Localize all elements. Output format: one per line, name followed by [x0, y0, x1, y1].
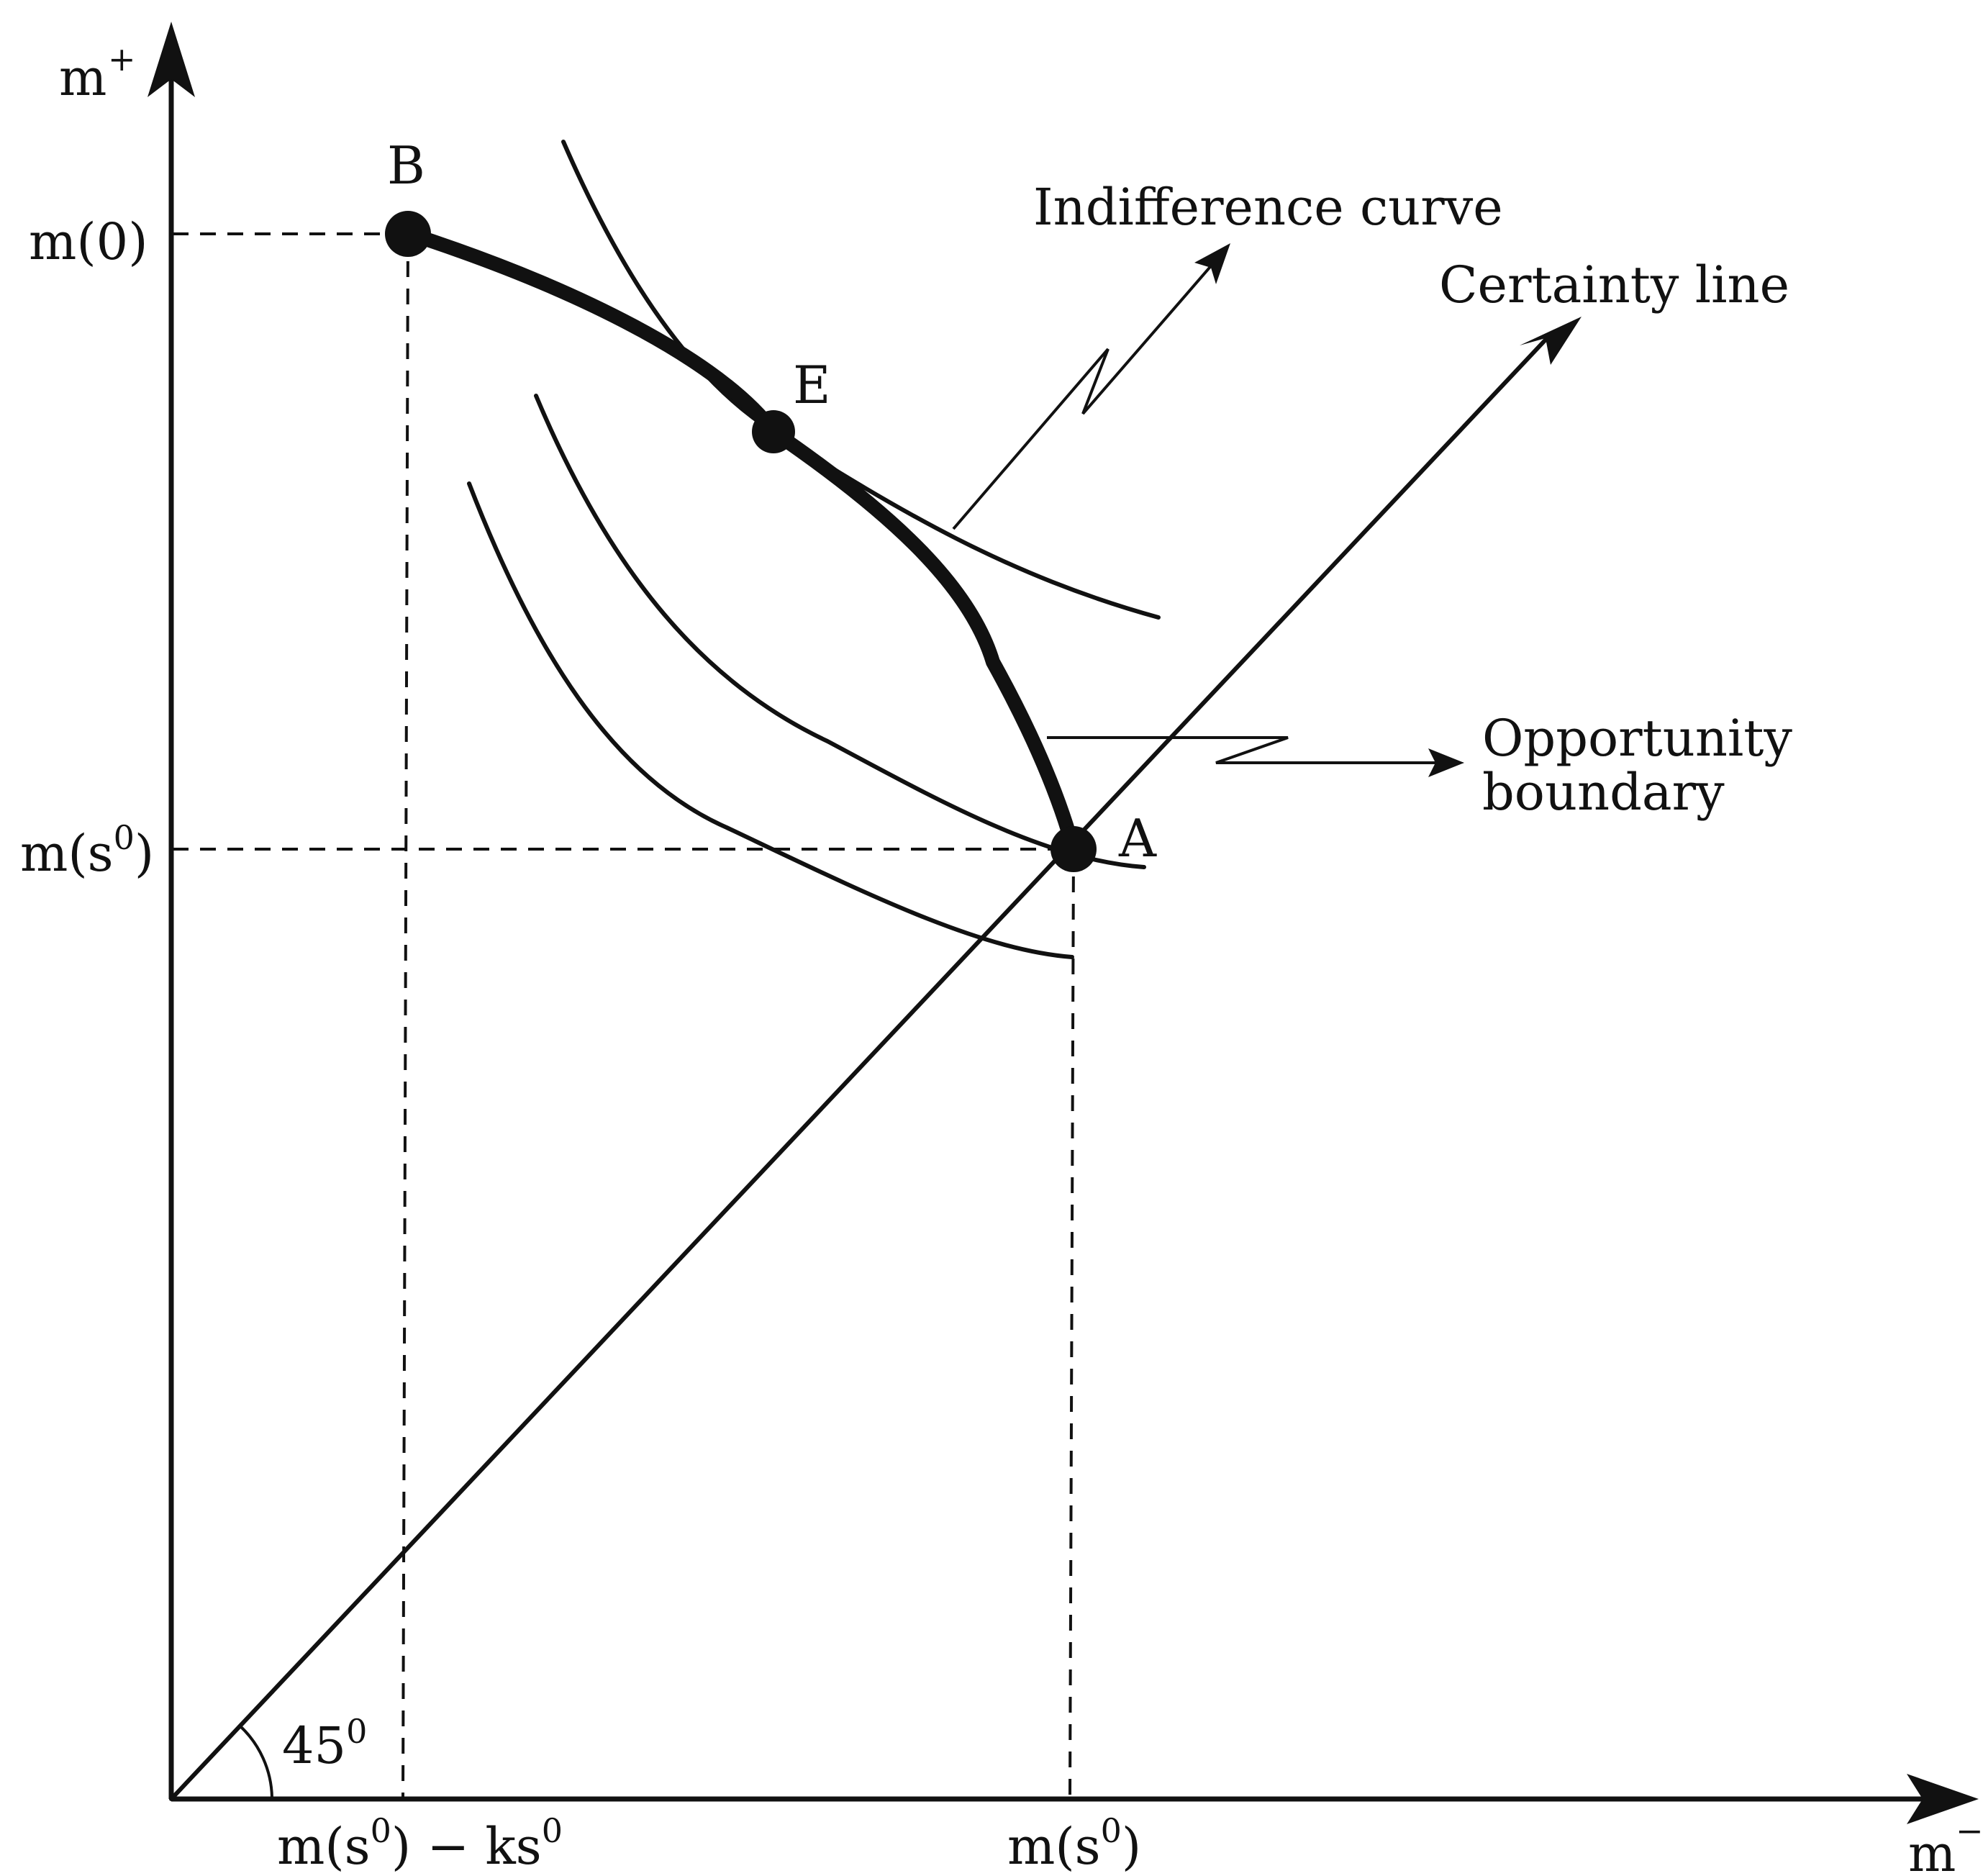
guide-b-vertical	[401, 233, 409, 1798]
point-e-marker	[752, 410, 795, 453]
x-tick-ms0: m(s0)	[1007, 1811, 1141, 1876]
y-tick-ms0-base: m(s	[20, 824, 114, 883]
y-tick-ms0-end: )	[135, 824, 154, 883]
indifference-curve-middle	[534, 394, 1146, 869]
x-tick-left-sup: 0	[371, 1811, 391, 1850]
y-axis-arrowhead	[148, 22, 195, 97]
indifference-curves	[467, 140, 1161, 959]
x-tick-left-mid: ) − ks	[391, 1817, 542, 1876]
certainty-line	[169, 336, 1549, 1801]
point-a-label: A	[1118, 808, 1157, 869]
angle-sup: 0	[346, 1712, 367, 1751]
y-axis-label-sup: +	[108, 40, 136, 78]
angle-arc	[238, 1724, 273, 1798]
y-tick-m0: m(0)	[29, 212, 148, 271]
x-axis-label: m	[1908, 1824, 1956, 1876]
x-tick-right-end: )	[1122, 1817, 1141, 1876]
guide-a-vertical	[1068, 848, 1075, 1798]
y-axis-label: m	[59, 48, 106, 107]
indifference-curve-bottom	[467, 481, 1074, 959]
point-b-label: B	[387, 135, 425, 196]
x-tick-left-sup2: 0	[542, 1811, 563, 1850]
point-a-marker	[1051, 826, 1097, 872]
x-tick-left-base: m(s	[277, 1817, 371, 1876]
opportunity-label-line2: boundary	[1482, 763, 1725, 822]
indifference-pointer-arrowhead	[1194, 243, 1230, 284]
y-tick-ms0: m(s0)	[20, 818, 154, 883]
indifference-pointer	[952, 250, 1225, 530]
y-tick-ms0-sup: 0	[114, 818, 135, 857]
axes	[148, 22, 1979, 1824]
certainty-line-arrowhead	[1520, 317, 1582, 365]
opportunity-boundary	[403, 227, 1081, 856]
indifference-label: Indifference curve	[1033, 178, 1503, 237]
angle-label: 450	[282, 1712, 367, 1775]
x-tick-right-sup: 0	[1101, 1811, 1122, 1850]
guide-lines	[173, 232, 1075, 1798]
certainty-label: Certainty line	[1439, 255, 1789, 314]
x-tick-ms0-minus-ks0: m(s0) − ks0	[277, 1811, 563, 1876]
x-axis-label-sup: −	[1956, 1811, 1983, 1850]
opportunity-pointer-arrowhead	[1428, 748, 1464, 777]
point-e-label: E	[793, 355, 831, 415]
angle-value: 45	[282, 1716, 346, 1775]
opportunity-pointer	[1047, 736, 1439, 764]
x-axis-arrowhead	[1907, 1774, 1979, 1824]
point-b-marker	[385, 211, 431, 257]
x-tick-right-base: m(s	[1007, 1817, 1101, 1876]
opportunity-label-line1: Opportunity	[1482, 709, 1792, 768]
